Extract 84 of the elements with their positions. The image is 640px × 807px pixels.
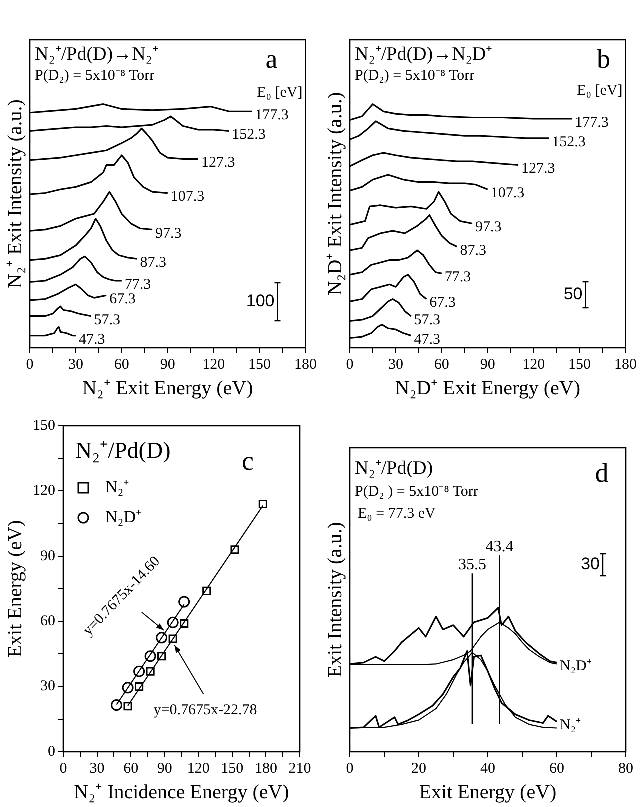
series-label: 47.3 — [414, 332, 441, 348]
legend-title: E₀ [eV] — [257, 85, 303, 101]
x-tick-label: 90 — [480, 356, 496, 373]
y-tick-label: 120 — [33, 483, 56, 500]
x-tick-label: 150 — [568, 356, 592, 373]
x-tick-label: 80 — [618, 760, 634, 777]
x-tick-label: 180 — [294, 356, 317, 373]
x-tick-label: 20 — [412, 760, 426, 777]
series-label: N₂D⁺ — [560, 658, 592, 675]
text: E₀ = 77.3 eV — [358, 506, 436, 522]
text: d — [595, 458, 610, 488]
y-tick-label: 150 — [33, 418, 56, 434]
text: 30 — [581, 554, 600, 574]
series-label: 87.3 — [140, 255, 166, 272]
x-tick-label: 0 — [346, 760, 354, 777]
ref-line-label: 43.4 — [486, 538, 514, 556]
y-axis-title: N₂D⁺ Exit Intensity (a.u.) — [324, 92, 346, 296]
x-axis-title: N₂⁺ Exit Energy (eV) — [82, 377, 254, 400]
x-tick-label: 180 — [614, 356, 637, 373]
series-label: 107.3 — [170, 189, 205, 206]
y-axis-title: Exit Intensity (a.u.) — [324, 522, 346, 678]
series-label: 152.3 — [232, 127, 266, 144]
x-tick-label: 210 — [288, 760, 312, 777]
chart-title: N₂⁺/Pd(D)→N₂D⁺ — [355, 44, 492, 65]
ref-line-label: 35.5 — [458, 556, 486, 574]
series-label: 97.3 — [476, 220, 502, 236]
series-label: 97.3 — [156, 226, 182, 242]
series-label: N₂⁺ — [560, 718, 582, 734]
x-tick-label: 150 — [248, 356, 272, 373]
x-tick-label: 30 — [388, 356, 404, 373]
x-tick-label: 0 — [346, 356, 354, 373]
y-tick-label: 0 — [48, 744, 56, 760]
series-label: 77.3 — [444, 270, 472, 286]
chart-title: N₂⁺/Pd(D)→N₂⁺ — [35, 44, 158, 65]
series-label: 67.3 — [430, 295, 456, 312]
x-tick-label: 60 — [124, 760, 139, 777]
legend-title: E₀ [eV] — [577, 83, 623, 99]
x-tick-label: 90 — [160, 356, 176, 373]
text: b — [597, 44, 610, 74]
x-tick-label: 30 — [68, 356, 84, 373]
series-label: 127.3 — [522, 161, 556, 178]
x-axis-title: N₂⁺ Incidence Energy (eV) — [74, 781, 290, 804]
x-tick-label: 60 — [434, 356, 450, 373]
y-axis-title: N₂⁺ Exit Intensity (a.u.) — [4, 100, 26, 288]
series-label: 177.3 — [255, 108, 289, 124]
series-label: 47.3 — [78, 332, 106, 348]
x-tick-label: 120 — [187, 760, 210, 777]
x-tick-label: 90 — [157, 760, 172, 777]
chart-subtitle: P(D₂) = 5x10⁻⁸ Torr — [355, 68, 475, 84]
annotation: c — [242, 446, 254, 476]
x-tick-label: 30 — [90, 760, 105, 777]
x-axis-title: N₂D⁺ Exit Energy (eV) — [395, 377, 580, 400]
y-tick-label: 30 — [40, 678, 56, 695]
chart-subtitle: P(D₂ ) = 5x10⁻⁸ Torr — [355, 484, 478, 500]
chart-title: N₂⁺/Pd(D) — [355, 458, 434, 479]
series-label: 57.3 — [94, 312, 121, 328]
series-label: 152.3 — [552, 134, 586, 150]
x-tick-label: 180 — [254, 760, 278, 777]
series-label: 57.3 — [414, 312, 441, 328]
y-tick-label: 90 — [40, 548, 56, 564]
series-label: 77.3 — [124, 276, 152, 293]
annotation: 50 — [564, 284, 583, 304]
x-tick-label: 150 — [221, 760, 244, 777]
x-tick-label: 120 — [522, 356, 546, 373]
annotation: y=0.7675x-22.78 — [154, 702, 258, 718]
series-label: 127.3 — [202, 155, 236, 172]
series-label: 177.3 — [575, 114, 609, 131]
legend-label: N₂⁺ — [106, 477, 130, 496]
y-tick-label: 60 — [40, 614, 56, 630]
series-label: 67.3 — [110, 292, 136, 308]
y-axis-title: Exit Energy (eV) — [4, 520, 26, 658]
x-tick-label: 120 — [202, 356, 226, 373]
chart-subtitle: P(D₂) = 5x10⁻⁸ Torr — [35, 68, 155, 84]
x-tick-label: 0 — [60, 760, 68, 777]
x-tick-label: 60 — [550, 760, 564, 777]
x-tick-label: 60 — [114, 356, 130, 373]
text: N₂⁺/Pd(D) — [76, 438, 171, 463]
series-label: 107.3 — [490, 186, 525, 202]
x-tick-label: 40 — [480, 760, 496, 777]
annotation: 100 — [246, 292, 275, 311]
text: a — [266, 44, 278, 74]
legend-label: N₂D⁺ — [106, 507, 142, 526]
series-label: 87.3 — [460, 242, 486, 259]
x-axis-title: Exit Energy (eV) — [419, 781, 557, 804]
